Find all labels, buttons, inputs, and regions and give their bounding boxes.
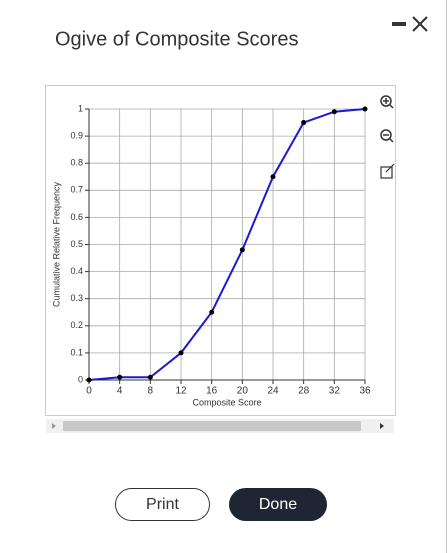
x-tick-label: 28 — [298, 386, 310, 397]
x-tick-label: 32 — [329, 386, 341, 397]
x-tick-label: 24 — [267, 386, 279, 397]
y-tick-label: 0.9 — [70, 130, 83, 140]
scroll-right[interactable] — [380, 423, 384, 429]
scroll-left[interactable] — [52, 423, 56, 429]
pop-out[interactable] — [380, 163, 395, 179]
y-tick-label: 0.3 — [70, 293, 83, 303]
x-tick-label: 8 — [148, 386, 154, 397]
x-tick-label: 4 — [117, 386, 123, 397]
point — [117, 374, 123, 380]
point — [209, 309, 215, 315]
y-tick-label: 0 — [78, 374, 83, 384]
x-tick-label: 16 — [206, 386, 218, 397]
chart-title: Ogive of Composite Scores — [55, 28, 298, 50]
print-button[interactable]: Print — [115, 488, 210, 521]
y-tick-label: 0.8 — [70, 158, 83, 168]
y-tick-label: 0.5 — [70, 239, 83, 249]
scrollbar-thumb[interactable] — [63, 421, 361, 431]
y-tick-label: 1 — [78, 103, 83, 113]
minimize-button[interactable] — [392, 22, 406, 26]
point — [301, 120, 307, 126]
chart-frame — [45, 85, 396, 416]
y-tick-label: 0.6 — [70, 212, 83, 222]
x-tick-label: 36 — [359, 386, 371, 397]
point — [270, 174, 276, 180]
y-tick-label: 0.4 — [70, 266, 83, 276]
point — [86, 377, 92, 383]
point — [147, 374, 153, 380]
y-tick-label: 0.7 — [70, 185, 83, 195]
point — [362, 106, 368, 112]
zoom-out[interactable] — [380, 129, 394, 143]
ogive-line — [88, 108, 366, 381]
x-axis-label: Composite Score — [192, 397, 261, 407]
done-button[interactable]: Done — [229, 488, 327, 521]
zoom-in[interactable] — [380, 95, 394, 109]
point — [331, 109, 337, 115]
point — [239, 247, 245, 253]
y-tick-label: 0.1 — [70, 347, 83, 357]
point — [178, 350, 184, 356]
x-tick-label: 0 — [86, 386, 92, 397]
y-axis-label: Cumulative Relative Frequency — [51, 181, 61, 307]
y-tick-label: 0.2 — [70, 320, 83, 330]
close-button[interactable] — [412, 16, 428, 32]
x-tick-label: 20 — [237, 386, 249, 397]
x-tick-label: 12 — [175, 386, 187, 397]
